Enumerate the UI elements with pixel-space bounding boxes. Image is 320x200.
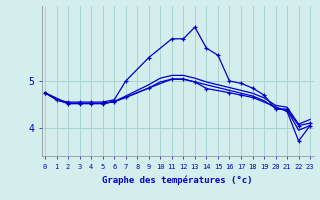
X-axis label: Graphe des températures (°c): Graphe des températures (°c): [102, 175, 253, 185]
